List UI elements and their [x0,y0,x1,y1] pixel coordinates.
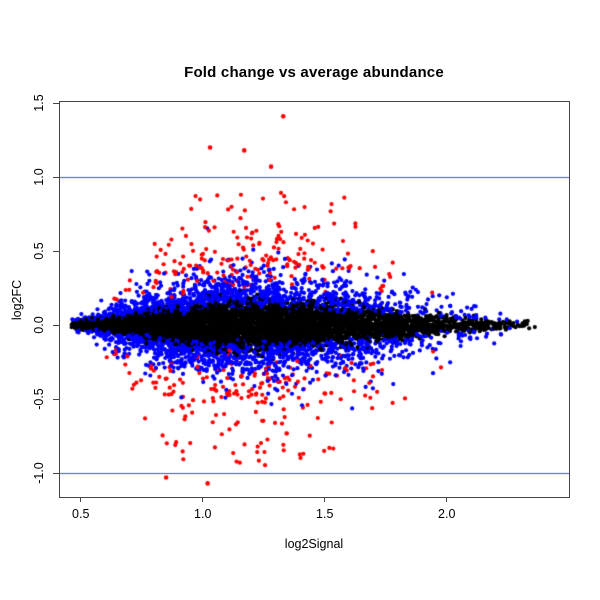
y-tick-mark [53,398,59,400]
x-tick-mark [324,497,326,502]
y-tick-mark [53,250,59,252]
x-tick-label: 0.5 [72,507,90,521]
y-tick-mark [53,102,59,104]
x-tick-mark [446,497,448,502]
y-tick-mark [53,324,59,326]
x-tick-mark [80,497,82,502]
x-tick-label: 1.5 [316,507,334,521]
y-tick-label: 0.0 [32,316,46,334]
chart-title: Fold change vs average abundance [184,64,444,81]
y-tick-mark [53,472,59,474]
scatter-points-canvas [60,102,569,497]
y-tick-label: 1.5 [32,94,46,112]
y-tick-label: -0.5 [32,388,46,410]
x-axis-title: log2Signal [284,537,344,551]
y-tick-mark [53,176,59,178]
y-tick-label: -1.0 [32,462,46,484]
x-tick-mark [202,497,204,502]
x-tick-label: 2.0 [438,507,456,521]
y-tick-label: 0.5 [32,242,46,260]
y-tick-label: 1.0 [32,168,46,186]
y-axis-title: log2FC [10,279,24,321]
x-tick-label: 1.0 [194,507,212,521]
